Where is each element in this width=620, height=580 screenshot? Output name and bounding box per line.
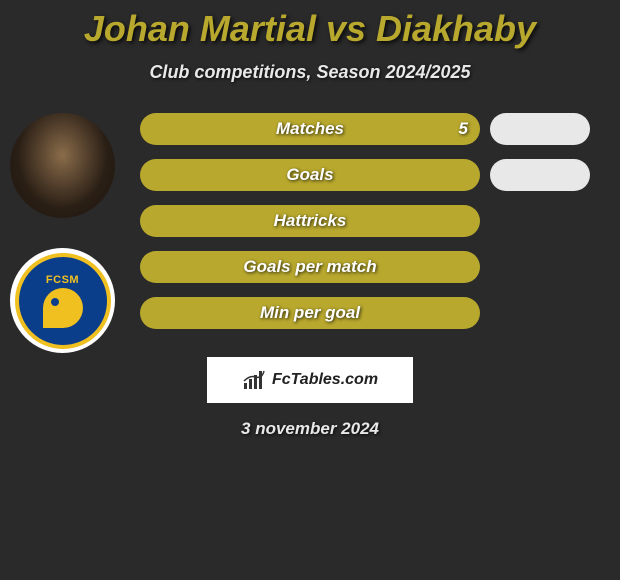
stat-bar-primary: Hattricks: [140, 205, 480, 237]
stat-row: Matches 5: [140, 113, 600, 145]
stat-label: Goals per match: [243, 257, 376, 277]
club-avatar: FCSM: [10, 248, 115, 353]
stat-bar-primary: Matches 5: [140, 113, 480, 145]
stat-value: 5: [459, 119, 468, 139]
content-area: FCSM Matches 5 Goals Hattricks Goals per mat…: [0, 113, 620, 439]
avatars-column: FCSM: [10, 113, 115, 353]
stat-label: Min per goal: [260, 303, 360, 323]
credit-text: FcTables.com: [272, 371, 378, 389]
subtitle: Club competitions, Season 2024/2025: [0, 62, 620, 83]
stat-bar-secondary: [490, 159, 590, 191]
stat-label: Hattricks: [274, 211, 347, 231]
club-badge-lion-icon: [43, 288, 83, 328]
date-text: 3 november 2024: [0, 419, 620, 439]
club-badge-text: FCSM: [46, 274, 79, 286]
stat-row: Hattricks: [140, 205, 600, 237]
stat-label: Matches: [276, 119, 344, 139]
club-badge: FCSM: [15, 253, 111, 349]
chart-icon: [242, 369, 268, 391]
stat-bar-primary: Goals per match: [140, 251, 480, 283]
stat-bar-primary: Min per goal: [140, 297, 480, 329]
stat-bar-primary: Goals: [140, 159, 480, 191]
stat-row: Min per goal: [140, 297, 600, 329]
stat-row: Goals per match: [140, 251, 600, 283]
stat-row: Goals: [140, 159, 600, 191]
stat-bar-secondary: [490, 113, 590, 145]
stat-label: Goals: [286, 165, 333, 185]
player-avatar: [10, 113, 115, 218]
page-title: Johan Martial vs Diakhaby: [0, 0, 620, 50]
credit-box: FcTables.com: [207, 357, 413, 403]
stats-bars: Matches 5 Goals Hattricks Goals per match Min…: [140, 113, 600, 329]
